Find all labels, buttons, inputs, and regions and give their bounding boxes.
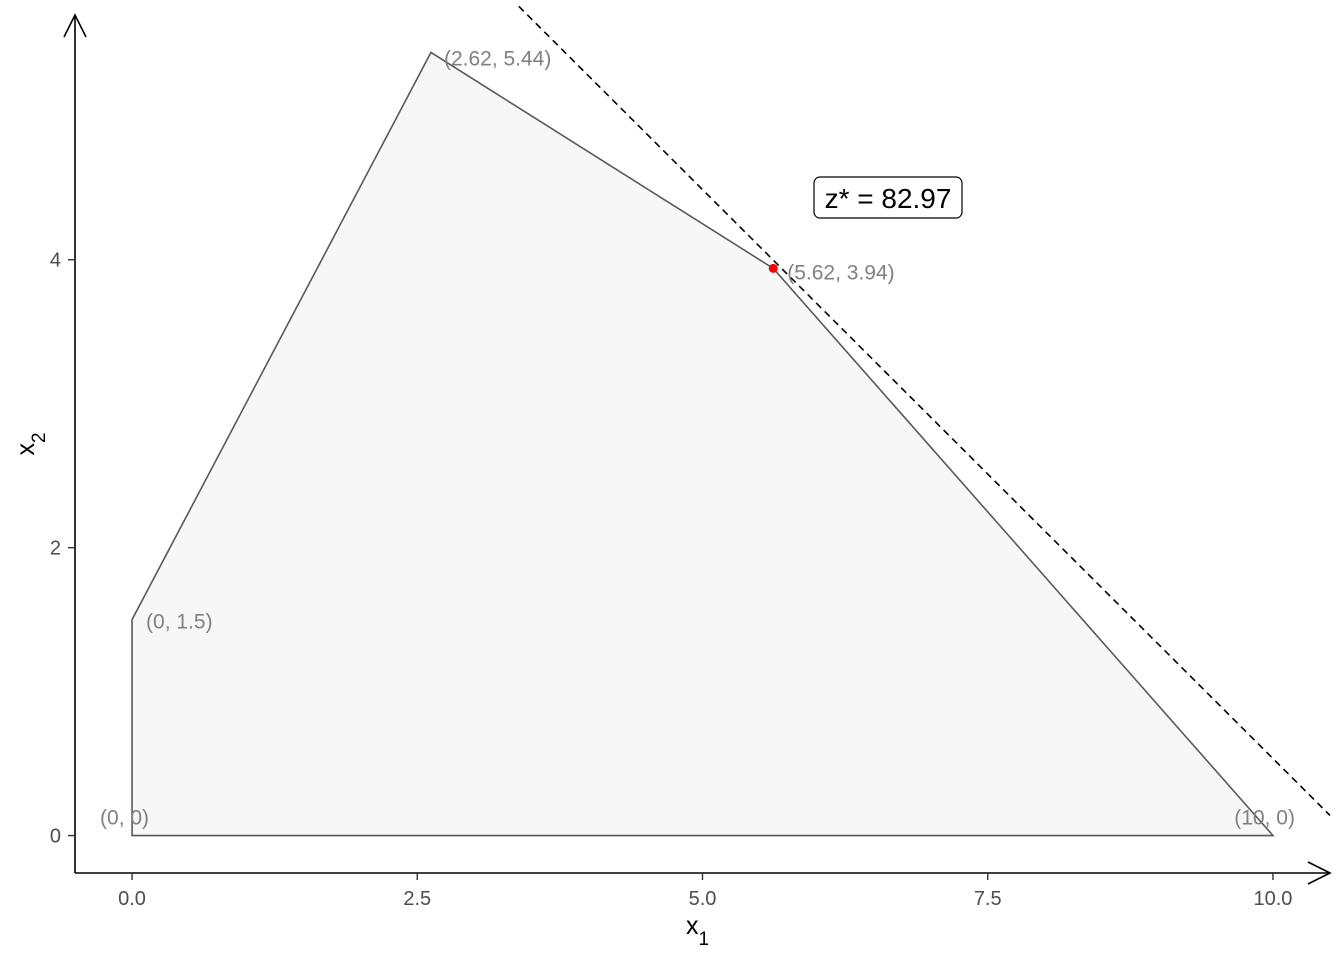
- y-axis-ticks: 0 2 4: [50, 250, 75, 848]
- vertex-labels-layer: (0, 0) (0, 1.5) (2.62, 5.44) (5.62, 3.94) (1…: [100, 47, 1295, 829]
- vertex-label: (0, 0): [100, 807, 149, 830]
- x-tick-label: 7.5: [974, 888, 1002, 910]
- y-axis-title: x2: [12, 432, 50, 455]
- feasible-region-layer: [131, 51, 1275, 837]
- optimum-annotation-label: z* = 82.97: [825, 183, 952, 214]
- vertex-label: (0, 1.5): [146, 611, 213, 634]
- feasible-region-polygon: [131, 51, 1275, 837]
- vertex-label: (5.62, 3.94): [787, 261, 894, 284]
- y-tick-label: 2: [50, 538, 61, 560]
- y-tick-label: 0: [50, 826, 61, 848]
- x-axis-ticks: 0.0 2.5 5.0 7.5 10.0: [118, 873, 1292, 910]
- objective-line-layer: [518, 5, 1331, 816]
- optimum-point: [768, 263, 778, 273]
- x-tick-label: 0.0: [118, 888, 146, 910]
- axes-layer: 0.0 2.5 5.0 7.5 10.0 0 2 4: [50, 13, 1332, 910]
- vertex-label: (2.62, 5.44): [444, 47, 551, 70]
- x-tick-label: 5.0: [689, 888, 717, 910]
- x-tick-label: 2.5: [403, 888, 431, 910]
- x-axis-title: x1: [686, 912, 709, 950]
- axis-titles-layer: x1 x2: [12, 432, 709, 949]
- objective-line: [518, 5, 1331, 816]
- y-tick-label: 4: [50, 250, 61, 272]
- optimum-layer: z* = 82.97: [768, 176, 963, 273]
- optimum-annotation-box: [813, 176, 963, 219]
- x-tick-label: 10.0: [1253, 888, 1292, 910]
- y-axis-arrow-icon: [63, 13, 87, 38]
- vertex-label: (10, 0): [1234, 807, 1295, 830]
- x-axis-arrow-icon: [1307, 861, 1332, 885]
